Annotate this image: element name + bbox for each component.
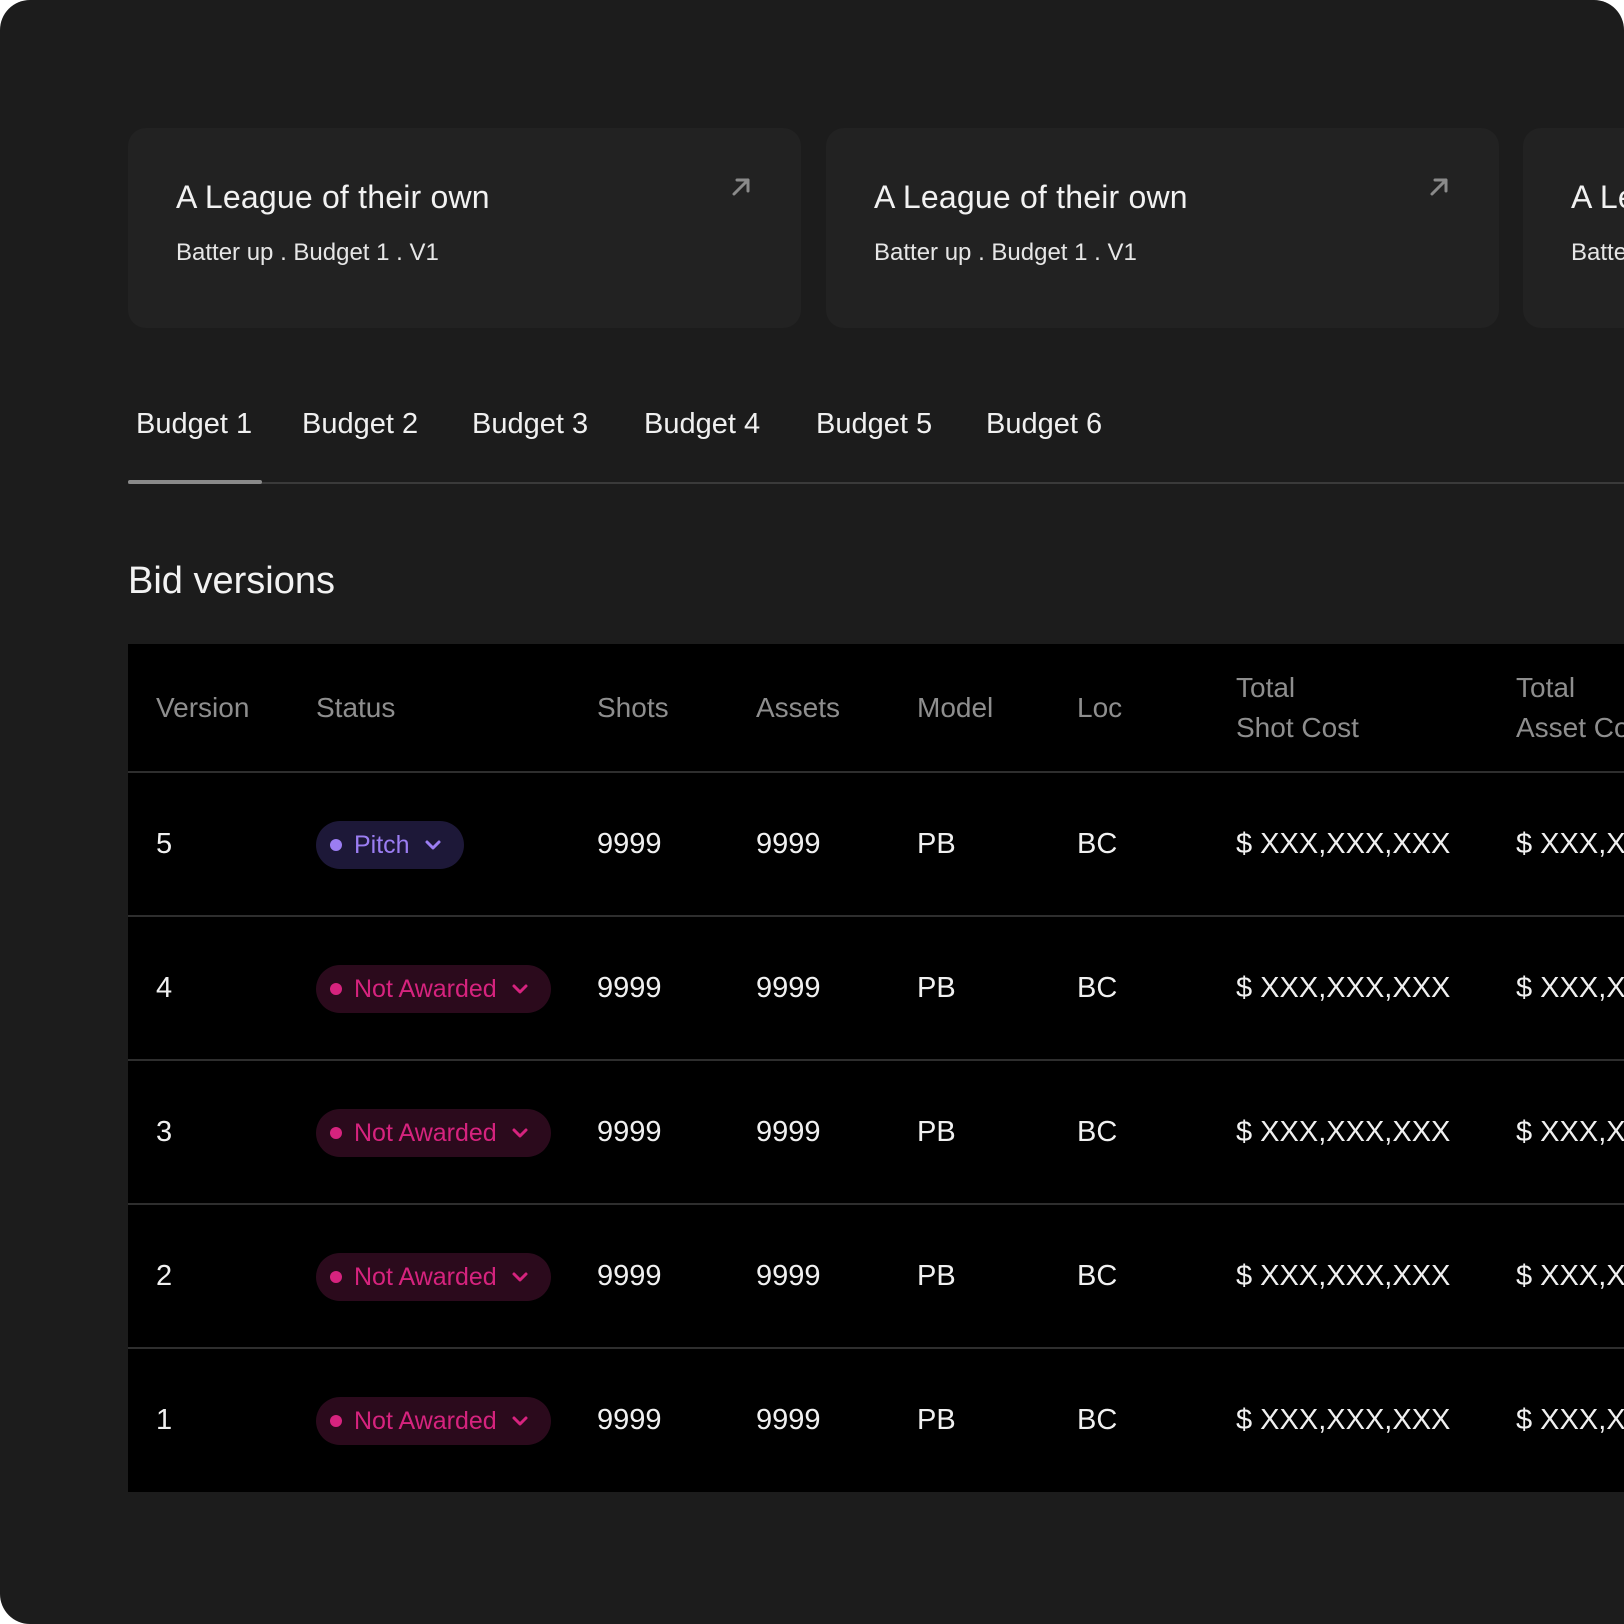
budget-tabs: Budget 1 Budget 2 Budget 3 Budget 4 Budg… (128, 380, 1624, 484)
project-card[interactable]: A League of their own Batter up . Budget… (1523, 128, 1624, 328)
tab-budget-3[interactable]: Budget 3 (472, 408, 589, 440)
card-subtitle: Batter up . Budget 1 . V1 (1571, 239, 1624, 266)
arrow-up-right-icon[interactable] (1424, 172, 1454, 202)
active-tab-indicator (128, 480, 262, 484)
bid-versions-table: Version Status Shots Assets Model Loc To… (128, 644, 1624, 1492)
chevron-down-icon (425, 840, 441, 850)
table-row[interactable]: 4 9999 9999 PB BC $ XXX,XXX,XXX $ XXX,XXX,XXX N… (128, 917, 1624, 1061)
table-header: Version Status Shots Assets Model Loc To… (128, 644, 1624, 773)
status-dot-icon (330, 1271, 342, 1283)
status-dropdown[interactable]: Not Awarded (316, 1397, 551, 1445)
cell-loc: BC (1077, 1404, 1118, 1436)
cell-total-asset-cost: $ XXX,XXX,XXX (1516, 1260, 1624, 1292)
status-dropdown[interactable]: Not Awarded (316, 1253, 551, 1301)
cell-total-asset-cost: $ XXX,XXX,XXX (1516, 972, 1624, 1004)
cell-version: 5 (156, 828, 173, 860)
status-dot-icon (330, 1415, 342, 1427)
table-row[interactable]: 1 9999 9999 PB BC $ XXX,XXX,XXX $ XXX,XXX,XXX N… (128, 1349, 1624, 1493)
card-title: A League of their own (874, 179, 1188, 215)
cell-model: PB (917, 972, 956, 1004)
table-row[interactable]: 2 9999 9999 PB BC $ XXX,XXX,XXX $ XXX,XXX,XXX N… (128, 1205, 1624, 1349)
cell-total-asset-cost: $ XXX,XXX,XXX (1516, 828, 1624, 860)
cell-total-shot-cost: $ XXX,XXX,XXX (1236, 1260, 1451, 1292)
cell-assets: 9999 (756, 1260, 821, 1292)
cell-model: PB (917, 1260, 956, 1292)
table-row[interactable]: 5 9999 9999 PB BC $ XXX,XXX,XXX $ XXX,XXX,XXX P… (128, 773, 1624, 917)
header-shots[interactable]: Shots (597, 692, 669, 723)
chevron-down-icon (512, 1272, 528, 1282)
card-subtitle: Batter up . Budget 1 . V1 (176, 239, 439, 266)
header-assets[interactable]: Assets (756, 692, 841, 723)
cell-model: PB (917, 1404, 956, 1436)
cell-assets: 9999 (756, 1116, 821, 1148)
header-total-asset-cost-line1: Total (1516, 672, 1576, 703)
card-title: A League of their own (176, 179, 490, 215)
cell-total-asset-cost: $ XXX,XXX,XXX (1516, 1116, 1624, 1148)
cell-loc: BC (1077, 828, 1118, 860)
status-label: Not Awarded (354, 1407, 497, 1435)
cell-version: 3 (156, 1116, 173, 1148)
header-loc[interactable]: Loc (1077, 692, 1123, 723)
table-row[interactable]: 3 9999 9999 PB BC $ XXX,XXX,XXX $ XXX,XXX,XXX N… (128, 1061, 1624, 1205)
header-status[interactable]: Status (316, 692, 396, 723)
cell-loc: BC (1077, 972, 1118, 1004)
tab-budget-1[interactable]: Budget 1 (136, 408, 253, 440)
tab-budget-4[interactable]: Budget 4 (644, 408, 761, 440)
cell-model: PB (917, 1116, 956, 1148)
cell-total-shot-cost: $ XXX,XXX,XXX (1236, 1404, 1451, 1436)
card-title: A League of their own (1571, 179, 1624, 215)
status-dot-icon (330, 1127, 342, 1139)
arrow-up-right-icon[interactable] (726, 172, 756, 202)
cell-total-shot-cost: $ XXX,XXX,XXX (1236, 828, 1451, 860)
header-model[interactable]: Model (917, 692, 994, 723)
header-total-shot-cost-line2: Shot Cost (1236, 712, 1359, 743)
cell-assets: 9999 (756, 972, 821, 1004)
cell-total-asset-cost: $ XXX,XXX,XXX (1516, 1404, 1624, 1436)
cell-version: 4 (156, 972, 173, 1004)
project-card[interactable]: A League of their own Batter up . Budget… (128, 128, 801, 328)
header-total-asset-cost[interactable]: Total Asset Cost (1516, 648, 1624, 748)
chevron-down-icon (512, 1416, 528, 1426)
status-dot-icon (330, 983, 342, 995)
cell-shots: 9999 (597, 972, 662, 1004)
cell-model: PB (917, 828, 956, 860)
tab-budget-2[interactable]: Budget 2 (302, 408, 419, 440)
status-dropdown[interactable]: Not Awarded (316, 1109, 551, 1157)
cell-total-shot-cost: $ XXX,XXX,XXX (1236, 972, 1451, 1004)
header-version[interactable]: Version (156, 692, 250, 723)
status-label: Pitch (354, 831, 410, 859)
cell-shots: 9999 (597, 1116, 662, 1148)
header-total-asset-cost-line2: Asset Cost (1516, 712, 1624, 743)
cell-version: 1 (156, 1404, 173, 1436)
cell-shots: 9999 (597, 828, 662, 860)
chevron-down-icon (512, 984, 528, 994)
header-total-shot-cost[interactable]: Total Shot Cost (1236, 648, 1359, 748)
cell-loc: BC (1077, 1116, 1118, 1148)
status-dropdown[interactable]: Not Awarded (316, 965, 551, 1013)
cell-loc: BC (1077, 1260, 1118, 1292)
chevron-down-icon (512, 1128, 528, 1138)
cell-assets: 9999 (756, 1404, 821, 1436)
status-label: Not Awarded (354, 1263, 497, 1291)
cell-assets: 9999 (756, 828, 821, 860)
status-dot-icon (330, 839, 342, 851)
cell-shots: 9999 (597, 1260, 662, 1292)
section-title: Bid versions (128, 560, 335, 602)
status-label: Not Awarded (354, 1119, 497, 1147)
tab-budget-5[interactable]: Budget 5 (816, 408, 933, 440)
cell-shots: 9999 (597, 1404, 662, 1436)
cell-version: 2 (156, 1260, 173, 1292)
cell-total-shot-cost: $ XXX,XXX,XXX (1236, 1116, 1451, 1148)
status-label: Not Awarded (354, 975, 497, 1003)
card-subtitle: Batter up . Budget 1 . V1 (874, 239, 1137, 266)
header-total-shot-cost-line1: Total (1236, 672, 1296, 703)
status-dropdown[interactable]: Pitch (316, 821, 464, 869)
project-card[interactable]: A League of their own Batter up . Budget… (826, 128, 1499, 328)
tab-budget-6[interactable]: Budget 6 (986, 408, 1103, 440)
